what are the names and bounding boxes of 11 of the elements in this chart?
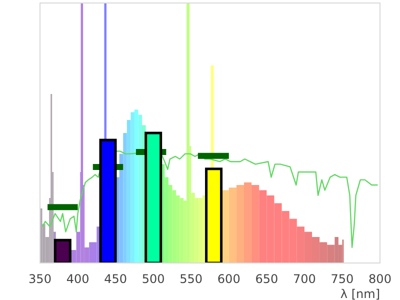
- x-tick-label: 750: [330, 272, 354, 286]
- x-tick-label: 400: [66, 272, 90, 286]
- x-tick-label: 350: [28, 272, 52, 286]
- x-tick-label: 650: [255, 272, 278, 286]
- x-tick-label: 700: [292, 272, 316, 286]
- x-tick-label: 500: [142, 272, 165, 286]
- x-axis-title: λ [nm]: [340, 287, 380, 300]
- x-tick-label: 450: [104, 272, 128, 286]
- x-tick-label: 800: [368, 272, 392, 286]
- x-tick-label: 600: [217, 272, 240, 286]
- x-tick-label: 550: [180, 272, 203, 286]
